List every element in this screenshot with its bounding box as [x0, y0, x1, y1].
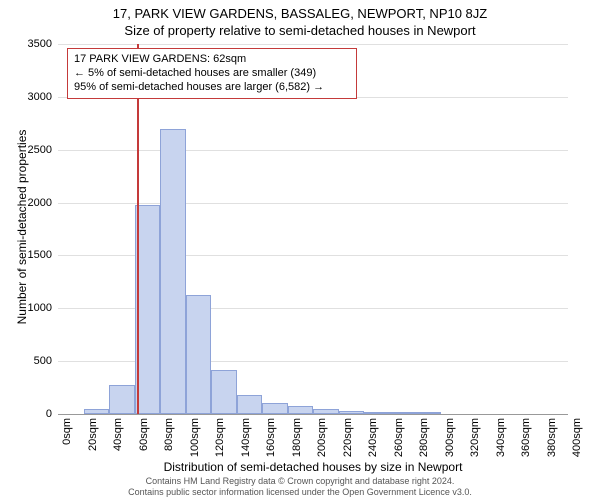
x-tick-label: 360sqm	[520, 418, 532, 457]
annotation-line-1: 17 PARK VIEW GARDENS: 62sqm	[74, 53, 350, 67]
y-tick-label: 3000	[12, 91, 52, 103]
histogram-bar	[364, 412, 390, 414]
x-tick-label: 100sqm	[189, 418, 201, 457]
histogram-bar	[186, 295, 212, 414]
page-subtitle: Size of property relative to semi-detach…	[0, 21, 600, 40]
gridline	[58, 203, 568, 204]
histogram-bar	[262, 403, 288, 414]
histogram-bar	[415, 412, 441, 414]
x-tick-label: 60sqm	[138, 418, 150, 451]
annotation-line-3: 95% of semi-detached houses are larger (…	[74, 81, 350, 95]
x-tick-label: 200sqm	[316, 418, 328, 457]
page-title: 17, PARK VIEW GARDENS, BASSALEG, NEWPORT…	[0, 0, 600, 21]
histogram-bar	[160, 129, 186, 414]
x-tick-label: 0sqm	[61, 418, 73, 445]
x-tick-label: 260sqm	[393, 418, 405, 457]
histogram-bar	[237, 395, 263, 414]
x-tick-label: 180sqm	[291, 418, 303, 457]
histogram-bar	[313, 409, 339, 414]
x-tick-label: 120sqm	[214, 418, 226, 457]
y-tick-label: 500	[12, 355, 52, 367]
histogram-bar	[109, 385, 135, 414]
histogram-bar	[288, 406, 314, 414]
x-tick-label: 400sqm	[571, 418, 583, 457]
x-tick-label: 340sqm	[495, 418, 507, 457]
chart-area	[58, 44, 568, 414]
footer-line-1: Contains HM Land Registry data © Crown c…	[0, 476, 600, 487]
y-tick-label: 3500	[12, 38, 52, 50]
x-tick-label: 300sqm	[444, 418, 456, 457]
footer: Contains HM Land Registry data © Crown c…	[0, 476, 600, 498]
x-tick-label: 160sqm	[265, 418, 277, 457]
histogram-plot	[58, 44, 568, 415]
x-tick-label: 320sqm	[469, 418, 481, 457]
gridline	[58, 150, 568, 151]
y-tick-label: 0	[12, 408, 52, 420]
x-tick-label: 40sqm	[112, 418, 124, 451]
annotation-line-2: ← 5% of semi-detached houses are smaller…	[74, 67, 350, 81]
y-axis-label: Number of semi-detached properties	[15, 117, 29, 337]
x-tick-label: 220sqm	[342, 418, 354, 457]
gridline	[58, 44, 568, 45]
footer-line-2: Contains public sector information licen…	[0, 487, 600, 498]
x-tick-label: 20sqm	[87, 418, 99, 451]
x-tick-label: 80sqm	[163, 418, 175, 451]
property-marker-line	[137, 44, 139, 414]
x-tick-label: 280sqm	[418, 418, 430, 457]
annotation-box: 17 PARK VIEW GARDENS: 62sqm ← 5% of semi…	[67, 48, 357, 99]
histogram-bar	[84, 409, 110, 414]
histogram-bar	[211, 370, 237, 414]
x-tick-label: 140sqm	[240, 418, 252, 457]
x-axis-label: Distribution of semi-detached houses by …	[58, 460, 568, 474]
histogram-bar	[339, 411, 365, 414]
x-tick-label: 380sqm	[546, 418, 558, 457]
x-tick-label: 240sqm	[367, 418, 379, 457]
histogram-bar	[390, 412, 416, 414]
